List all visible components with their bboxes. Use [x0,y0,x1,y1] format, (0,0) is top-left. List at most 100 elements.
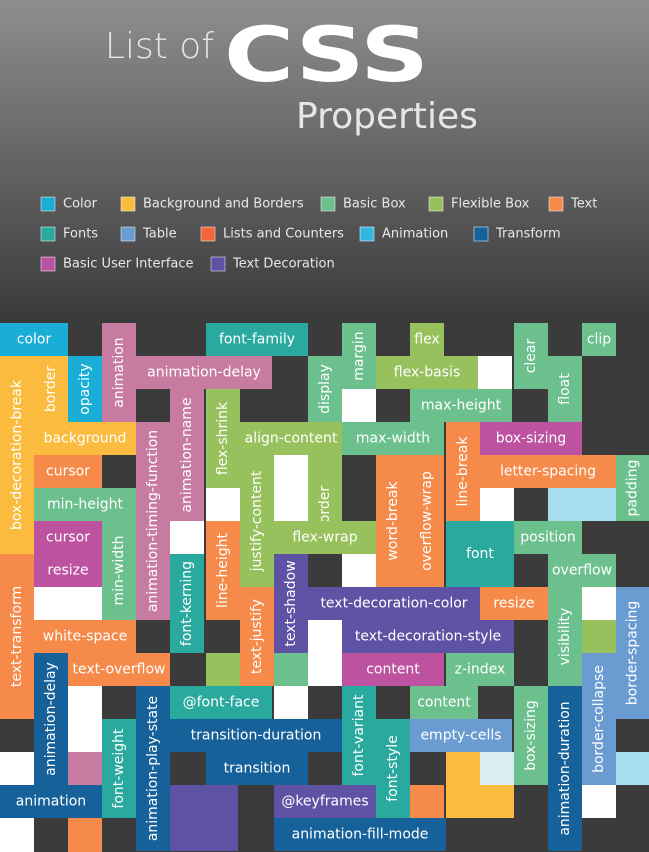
legend-label: Basic Box [343,197,406,212]
tile-label: clip [587,332,611,348]
tile-label: animation [111,337,127,407]
tile-label: border-collapse [591,665,607,773]
tile-label: padding [625,460,641,517]
tile-label: animation-timing-function [145,430,161,612]
tile [480,587,548,620]
tile-label: min-width [111,535,127,605]
tile [342,686,376,785]
tile-label: min-height [47,497,124,513]
tile-label: order [317,486,333,524]
tile [480,422,582,455]
tile [548,686,582,851]
legend-swatch [428,196,444,212]
tile [342,323,376,389]
tile-label: color [17,332,52,348]
tile-label: overflow [552,563,612,579]
legend-swatch [40,196,56,212]
tile-label: empty-cells [420,728,501,744]
tile-label: font [466,546,494,562]
tile [0,356,34,554]
tile [0,323,68,356]
tile-label: resize [47,563,88,579]
tile-label: z-index [455,662,506,678]
tile [206,752,308,785]
legend-label: Background and Borders [143,197,304,212]
legend-swatch [40,226,56,242]
tile [102,719,136,818]
legend-swatch [473,226,489,242]
legend-label: Basic User Interface [63,257,194,272]
tile-label: animation [16,794,86,810]
tile [410,686,478,719]
tile-label: text-overflow [73,662,166,678]
tile [514,323,548,389]
tile-label: font-style [385,735,401,801]
legend-label: Flexible Box [451,197,530,212]
tile-label: visibility [557,608,573,666]
tile [548,554,616,587]
tile-label: border-spacing [625,601,641,705]
tile [34,488,136,521]
tile [480,455,616,488]
tile [446,521,514,587]
tile [376,719,410,818]
tile [514,686,548,785]
tile [136,356,272,389]
tile [34,653,68,785]
legend-label: Fonts [63,227,98,242]
tile-label: position [520,530,575,546]
tile [136,422,170,620]
tile-label: display [317,364,333,414]
tile [206,323,308,356]
tile-label: @keyframes [281,794,368,810]
tile [376,455,410,587]
tile-label: cursor [46,464,90,480]
tile-label: box-sizing [523,700,539,771]
tile [376,356,478,389]
tile-label: animation-play-state [145,696,161,841]
tile [34,521,102,554]
tile-label: text-transform [9,586,25,687]
title-prefix: List of [105,26,214,67]
tile [548,587,582,686]
tile-label: opacity [77,363,93,414]
subtitle: Properties [296,96,478,137]
legend-swatch [548,196,564,212]
tile-label: animation-delay [147,365,261,381]
tile [240,455,274,587]
legend-label: Transform [495,227,561,242]
tile [342,653,444,686]
tile-label: content [417,695,471,711]
tile [274,521,376,554]
tile-label: font-family [219,332,295,348]
tile-label: float [557,373,573,405]
legend-swatch [120,226,136,242]
tile-label: white-space [43,629,127,645]
tile [34,356,68,422]
tile [514,521,582,554]
tile [446,653,514,686]
tile [206,389,240,488]
legend-swatch [320,196,336,212]
tile-label: border [43,366,59,412]
tile [68,356,102,422]
tile [616,587,649,719]
tile-label: letter-spacing [500,464,596,480]
tile [616,455,649,521]
legend-label: Color [63,197,98,212]
tile [170,554,204,653]
tile [34,455,102,488]
tile [102,323,136,422]
tile [308,356,342,422]
legend-swatch [200,226,216,242]
tile-label: align-content [245,431,338,447]
tile-label: @font-face [183,695,260,711]
tile-label: box-sizing [496,431,567,447]
tile-label: overflow-wrap [419,471,435,571]
tile-label: flex [414,332,439,348]
tile [308,587,480,620]
tile [170,389,204,521]
tile [274,785,376,818]
tile [410,323,444,356]
